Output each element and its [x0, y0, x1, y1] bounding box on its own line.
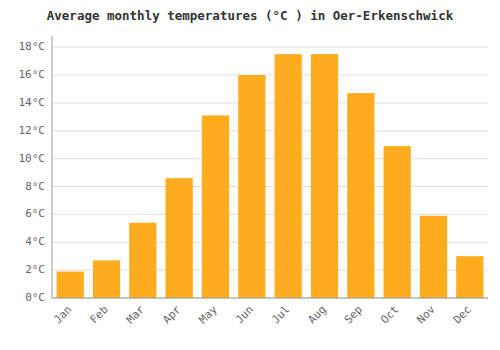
bar [347, 93, 374, 298]
y-tick-label: 18°C [19, 40, 46, 53]
y-tick-label: 8°C [25, 180, 45, 193]
x-tick-label: Jun [233, 303, 256, 326]
bar [93, 260, 120, 298]
y-tick-label: 0°C [25, 291, 45, 304]
grid-line [52, 214, 488, 215]
y-tick-label: 10°C [19, 152, 46, 165]
y-tick-label: 14°C [19, 96, 46, 109]
y-tick-label: 2°C [25, 263, 45, 276]
bar [166, 178, 193, 298]
chart: 0°C 2°C 4°C 6°C 8°C 10°C 12°C 14°C 16°C 18°C Jan Fe… [0, 0, 500, 350]
x-tick-label: Oct [378, 303, 401, 326]
bar [384, 146, 411, 298]
grid-line [52, 47, 488, 48]
x-tick-label: Nov [414, 303, 438, 327]
bar [420, 216, 447, 298]
grid-line [52, 130, 488, 131]
bar [238, 75, 265, 298]
y-tick-label: 16°C [19, 68, 46, 81]
y-tick-label: 12°C [19, 124, 46, 137]
x-tick-label: May [196, 303, 220, 327]
y-axis: 0°C 2°C 4°C 6°C 8°C 10°C 12°C 14°C 16°C 18°C [19, 36, 53, 304]
y-tick-label: 4°C [25, 235, 45, 248]
x-axis-line [52, 298, 488, 299]
title: Average monthly temperatures (°C ) in Oe… [47, 8, 454, 23]
grid-line [52, 186, 488, 187]
bar [456, 256, 483, 298]
y-axis-line [52, 36, 53, 298]
grid [52, 47, 488, 298]
x-tick-label: Apr [160, 303, 184, 327]
x-tick-label: Jan [51, 303, 74, 326]
bar [275, 54, 302, 298]
grid-line [52, 102, 488, 103]
y-tick-label: 6°C [25, 207, 45, 220]
x-axis: Jan Feb Mar Apr May Jun Jul Aug Sep Oct Nov Dec [51, 298, 488, 326]
bar [129, 223, 156, 298]
x-tick-label: Aug [305, 303, 328, 326]
x-tick-label: Sep [342, 303, 365, 326]
bar [311, 54, 338, 298]
bar [57, 272, 84, 298]
bar [202, 115, 229, 298]
x-tick-label: Dec [451, 303, 474, 326]
grid-line [52, 75, 488, 76]
bars [57, 54, 484, 298]
x-tick-label: Feb [87, 303, 110, 326]
grid-line [52, 158, 488, 159]
grid-line [52, 298, 488, 299]
x-tick-label: Mar [124, 303, 148, 327]
x-tick-label: Jul [269, 303, 292, 326]
